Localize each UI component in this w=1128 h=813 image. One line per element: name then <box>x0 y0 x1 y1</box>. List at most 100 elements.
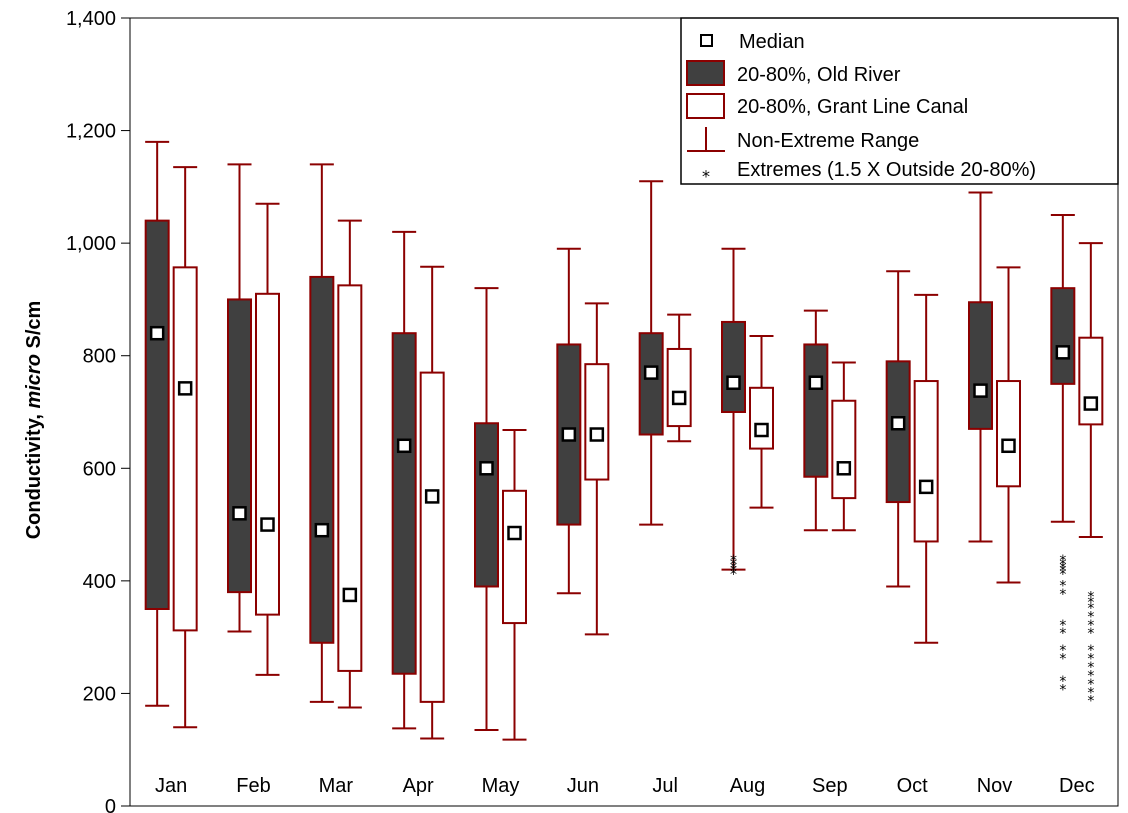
x-tick-label: Aug <box>730 775 766 797</box>
old-river-extreme-point: ⁎ <box>1059 552 1066 568</box>
grant-line-box <box>255 292 280 616</box>
grant-line-extreme-point: ⁎ <box>1087 664 1094 680</box>
old-river-median-marker <box>561 427 577 442</box>
old-river-extreme-point: ⁎ <box>1059 563 1066 579</box>
grant-line-box <box>666 347 692 428</box>
y-tick-label: 200 <box>83 683 116 705</box>
grant-line-extreme-point: ⁎ <box>1087 639 1094 655</box>
grant-line-median-marker <box>918 479 934 495</box>
x-tick-label: Mar <box>319 775 354 797</box>
y-tick-label: 0 <box>105 796 116 813</box>
old-river-median-marker <box>396 438 412 454</box>
grant-line-extreme-point: ⁎ <box>1087 605 1094 621</box>
grant-line-extreme-point: ⁎ <box>1087 655 1094 671</box>
old-river-extreme-point: ⁎ <box>1059 549 1066 565</box>
old-river-median-marker <box>726 375 741 390</box>
old-river-extreme-point: ⁎ <box>1059 559 1066 575</box>
grant-line-box <box>502 489 527 625</box>
legend-old-river-label: 20-80%, Old River <box>737 64 901 86</box>
grant-line-extreme-point: ⁎ <box>1087 622 1094 638</box>
grant-line-extreme-point: ⁎ <box>1087 647 1094 663</box>
old-river-box <box>968 301 993 430</box>
y-tick-label: 600 <box>83 458 116 480</box>
old-river-box <box>721 320 746 414</box>
grant-line-extreme-point: ⁎ <box>1087 585 1094 601</box>
old-river-median-marker <box>890 416 906 431</box>
x-tick-label: Feb <box>236 775 270 797</box>
old-river-box <box>885 360 911 504</box>
old-river-extreme-point: ⁎ <box>1059 670 1066 686</box>
grant-line-median-marker <box>589 427 605 442</box>
old-river-extreme-point: ⁎ <box>1059 639 1066 655</box>
x-tick-label: May <box>482 775 520 797</box>
grant-line-box <box>172 266 198 632</box>
y-tick-label: 800 <box>83 346 116 368</box>
old-river-box <box>474 422 499 588</box>
x-tick-label: Sep <box>812 775 848 797</box>
old-river-box <box>391 332 417 675</box>
legend-range-label: Non-Extreme Range <box>737 130 919 152</box>
old-river-extreme-point: ⁎ <box>1059 556 1066 572</box>
grant-line-box <box>913 380 939 543</box>
old-river-extreme-point: ⁎ <box>1059 622 1066 638</box>
x-tick-label: Dec <box>1059 775 1095 797</box>
old-river-extreme-point: ⁎ <box>730 549 737 565</box>
old-river-extreme-point: ⁎ <box>730 559 737 575</box>
grant-line-median-marker <box>1083 396 1099 411</box>
old-river-box <box>227 298 252 594</box>
grant-line-median-marker <box>836 461 852 476</box>
box-series: ⁎⁎⁎⁎⁎⁎⁎⁎⁎⁎⁎⁎⁎⁎⁎⁎⁎⁎⁎⁎⁎⁎⁎⁎⁎⁎⁎⁎⁎⁎⁎ <box>144 140 1104 741</box>
old-river-median-marker <box>479 461 494 476</box>
grant-line-median-marker <box>260 517 275 532</box>
old-river-extreme-point: ⁎ <box>730 563 737 579</box>
x-axis-labels: Jan Feb Mar Apr May Jun Jul Aug Sep Oct Nov Dec <box>155 775 1095 797</box>
y-tick-label: 1,400 <box>66 8 116 30</box>
legend-old-river-icon <box>686 60 725 86</box>
old-river-box <box>803 343 829 478</box>
x-tick-label: Apr <box>403 775 434 797</box>
legend-median-icon <box>700 34 713 47</box>
x-tick-label: Jun <box>567 775 599 797</box>
old-river-extreme-point: ⁎ <box>1059 613 1066 629</box>
y-axis-ticks: 0 200 400 600 800 1,000 1,200 1,400 <box>66 8 130 813</box>
old-river-box <box>1050 287 1076 385</box>
old-river-median-marker <box>314 522 330 538</box>
grant-line-extreme-point: ⁎ <box>1087 596 1094 612</box>
old-river-extreme-point: ⁎ <box>1059 582 1066 598</box>
grant-line-box <box>584 363 610 481</box>
y-axis-label: Conductivity, micro S/cm <box>23 301 45 540</box>
y-tick-label: 1,200 <box>66 121 116 143</box>
legend-median-label: Median <box>739 31 805 53</box>
grant-line-box <box>749 386 774 450</box>
grant-line-extreme-point: ⁎ <box>1087 591 1094 607</box>
old-river-box <box>309 275 335 644</box>
grant-line-median-marker <box>424 489 440 504</box>
legend-extremes-label: Extremes (1.5 X Outside 20-80%) <box>737 159 1036 181</box>
grant-line-extreme-point: ⁎ <box>1087 613 1094 629</box>
grant-line-box <box>831 399 857 500</box>
old-river-extreme-point: ⁎ <box>730 556 737 572</box>
grant-line-median-marker <box>671 390 687 406</box>
x-tick-label: Jul <box>652 775 678 797</box>
plot-area-border <box>129 17 1119 807</box>
x-tick-label: Jan <box>155 775 187 797</box>
legend-grant-line-icon <box>686 93 725 119</box>
old-river-median-marker <box>232 506 247 521</box>
grant-line-median-marker <box>342 587 358 603</box>
grant-line-box <box>419 371 445 703</box>
grant-line-median-marker <box>177 381 193 396</box>
old-river-median-marker <box>973 383 988 398</box>
y-tick-label: 1,000 <box>66 233 116 255</box>
grant-line-box <box>337 284 363 672</box>
legend-extreme-icon: ⁎ <box>702 162 710 181</box>
grant-line-median-marker <box>754 422 769 438</box>
old-river-extreme-point: ⁎ <box>1059 678 1066 694</box>
grant-line-box <box>996 380 1021 488</box>
legend-box <box>680 17 1119 185</box>
legend-grant-line-label: 20-80%, Grant Line Canal <box>737 96 968 118</box>
old-river-median-marker <box>643 365 659 380</box>
grant-line-median-marker <box>1001 438 1016 454</box>
old-river-median-marker <box>808 375 824 390</box>
legend-range-icon <box>687 127 725 152</box>
